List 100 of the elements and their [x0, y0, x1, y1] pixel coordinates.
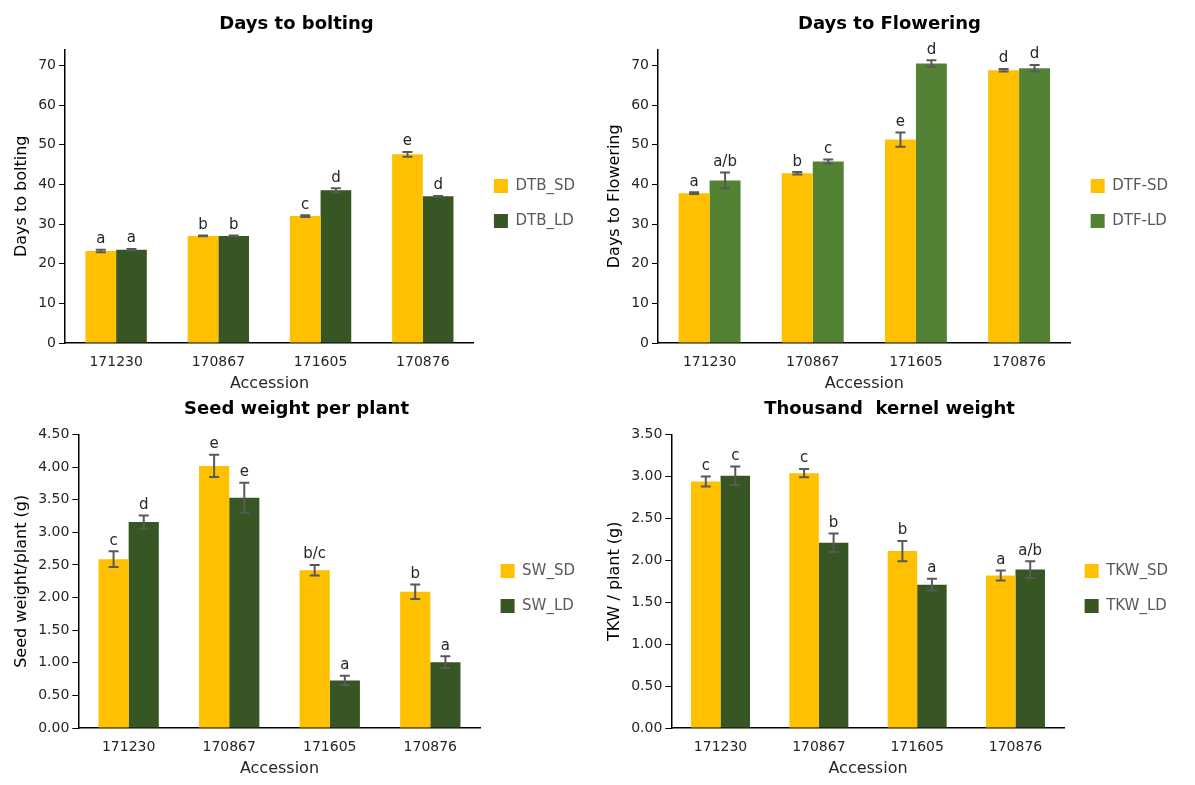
data-label: c	[731, 445, 740, 464]
x-tick-label: 171230	[89, 353, 143, 370]
legend-label: SW_LD	[522, 595, 574, 615]
y-tick-label: 50	[631, 135, 650, 152]
x-tick-label: 170867	[786, 353, 840, 370]
data-label: e	[895, 111, 906, 130]
y-axis-title: Days to bolting	[10, 135, 30, 258]
x-tick-label: 171605	[303, 738, 357, 755]
legend-label: SW_SD	[522, 560, 576, 580]
legend-label: TKW_LD	[1105, 595, 1167, 615]
y-tick-label: 1.00	[38, 653, 70, 670]
x-tick-label: 171230	[682, 353, 737, 370]
y-tick-label: 4.00	[38, 457, 70, 474]
data-label: b	[228, 214, 239, 233]
y-tick-label: 30	[38, 214, 57, 231]
x-tick-label: 170876	[988, 738, 1043, 755]
legend-label: TKW_SD	[1105, 560, 1169, 580]
data-label: a	[996, 549, 1006, 568]
y-axis-title: Seed weight/plant (g)	[10, 494, 30, 668]
y-tick-label: 1.50	[38, 620, 70, 637]
x-tick-label: 171605	[890, 738, 944, 755]
y-tick-label: 0.00	[631, 718, 663, 735]
data-label: a	[440, 635, 450, 654]
y-tick-label: 20	[38, 254, 57, 271]
chart-title: Seed weight per plant	[184, 397, 410, 419]
data-label: b	[897, 520, 908, 539]
y-tick-label: 2.00	[38, 588, 70, 605]
x-axis-title: Accession	[828, 757, 908, 777]
y-tick-label: 0.50	[631, 676, 663, 693]
data-label: e	[402, 131, 413, 150]
data-label: d	[998, 48, 1009, 67]
data-label: c	[301, 194, 310, 213]
y-tick-label: 3.50	[631, 425, 663, 442]
data-label: e	[209, 434, 219, 453]
data-label: a	[96, 229, 106, 248]
y-tick-label: 0.00	[38, 718, 70, 735]
y-tick-label: 3.00	[38, 523, 70, 540]
legend-label: DTB_LD	[515, 210, 574, 230]
data-label: a/b	[713, 151, 737, 170]
x-tick-label: 170867	[792, 738, 846, 755]
data-label: a	[126, 228, 137, 247]
y-tick-label: 2.00	[631, 550, 663, 567]
data-label: c	[109, 530, 118, 549]
data-label: a	[927, 558, 937, 577]
data-label: a	[689, 171, 699, 190]
y-tick-label: 2.50	[38, 555, 70, 572]
y-tick-label: 30	[631, 214, 650, 231]
x-tick-label: 171230	[693, 738, 748, 755]
x-tick-label: 170876	[403, 738, 458, 755]
x-tick-label: 170876	[396, 353, 450, 370]
data-label: d	[433, 175, 443, 194]
data-label: a	[340, 655, 350, 674]
data-label: c	[701, 455, 710, 474]
x-tick-label: 171605	[889, 353, 943, 370]
data-label: b	[410, 563, 420, 582]
data-label: d	[331, 167, 341, 186]
y-tick-label: 0.50	[38, 686, 70, 703]
x-axis-title: Accession	[239, 757, 320, 777]
y-tick-label: 2.50	[631, 509, 663, 526]
y-tick-label: 4.50	[38, 425, 70, 442]
y-tick-label: 60	[38, 95, 57, 112]
y-tick-label: 1.50	[631, 592, 663, 609]
x-tick-label: 171605	[293, 353, 348, 370]
data-label: b/c	[303, 544, 327, 563]
x-tick-label: 170867	[191, 353, 246, 370]
x-tick-label: 171230	[101, 738, 156, 755]
y-tick-label: 0	[47, 333, 57, 350]
x-tick-label: 170867	[202, 738, 256, 755]
legend-label: DTF-SD	[1112, 175, 1168, 194]
y-tick-label: 70	[631, 56, 650, 73]
y-tick-label: 3.00	[631, 467, 663, 484]
data-label: b	[792, 151, 803, 170]
data-label: c	[799, 448, 809, 467]
data-label: b	[198, 214, 208, 233]
x-axis-title: Accession	[824, 372, 904, 392]
y-tick-label: 0	[640, 333, 650, 350]
y-tick-label: 70	[38, 56, 57, 73]
data-label: a/b	[1018, 540, 1043, 559]
y-tick-label: 1.00	[631, 634, 663, 651]
data-label: e	[239, 462, 249, 481]
y-tick-label: 40	[38, 175, 57, 192]
y-tick-label: 50	[38, 135, 57, 152]
y-tick-label: 40	[631, 175, 650, 192]
y-tick-label: 10	[38, 293, 57, 310]
data-label: d	[926, 39, 937, 58]
y-tick-label: 10	[631, 293, 650, 310]
data-label: b	[828, 512, 839, 531]
data-label: c	[824, 138, 833, 157]
y-tick-label: 3.50	[38, 490, 70, 507]
legend-label: DTB_SD	[515, 175, 575, 195]
y-tick-label: 60	[631, 95, 650, 112]
data-label: d	[1029, 44, 1040, 63]
y-tick-label: 20	[631, 254, 650, 271]
x-tick-label: 170876	[992, 353, 1046, 370]
y-axis-title: TKW / plant (g)	[603, 521, 623, 643]
chart-title: Days to Flowering	[798, 12, 981, 34]
x-axis-title: Accession	[229, 372, 310, 392]
chart-title: Thousand kernel weight	[764, 397, 1016, 419]
legend-label: DTF-LD	[1112, 210, 1167, 229]
data-label: d	[138, 494, 149, 513]
